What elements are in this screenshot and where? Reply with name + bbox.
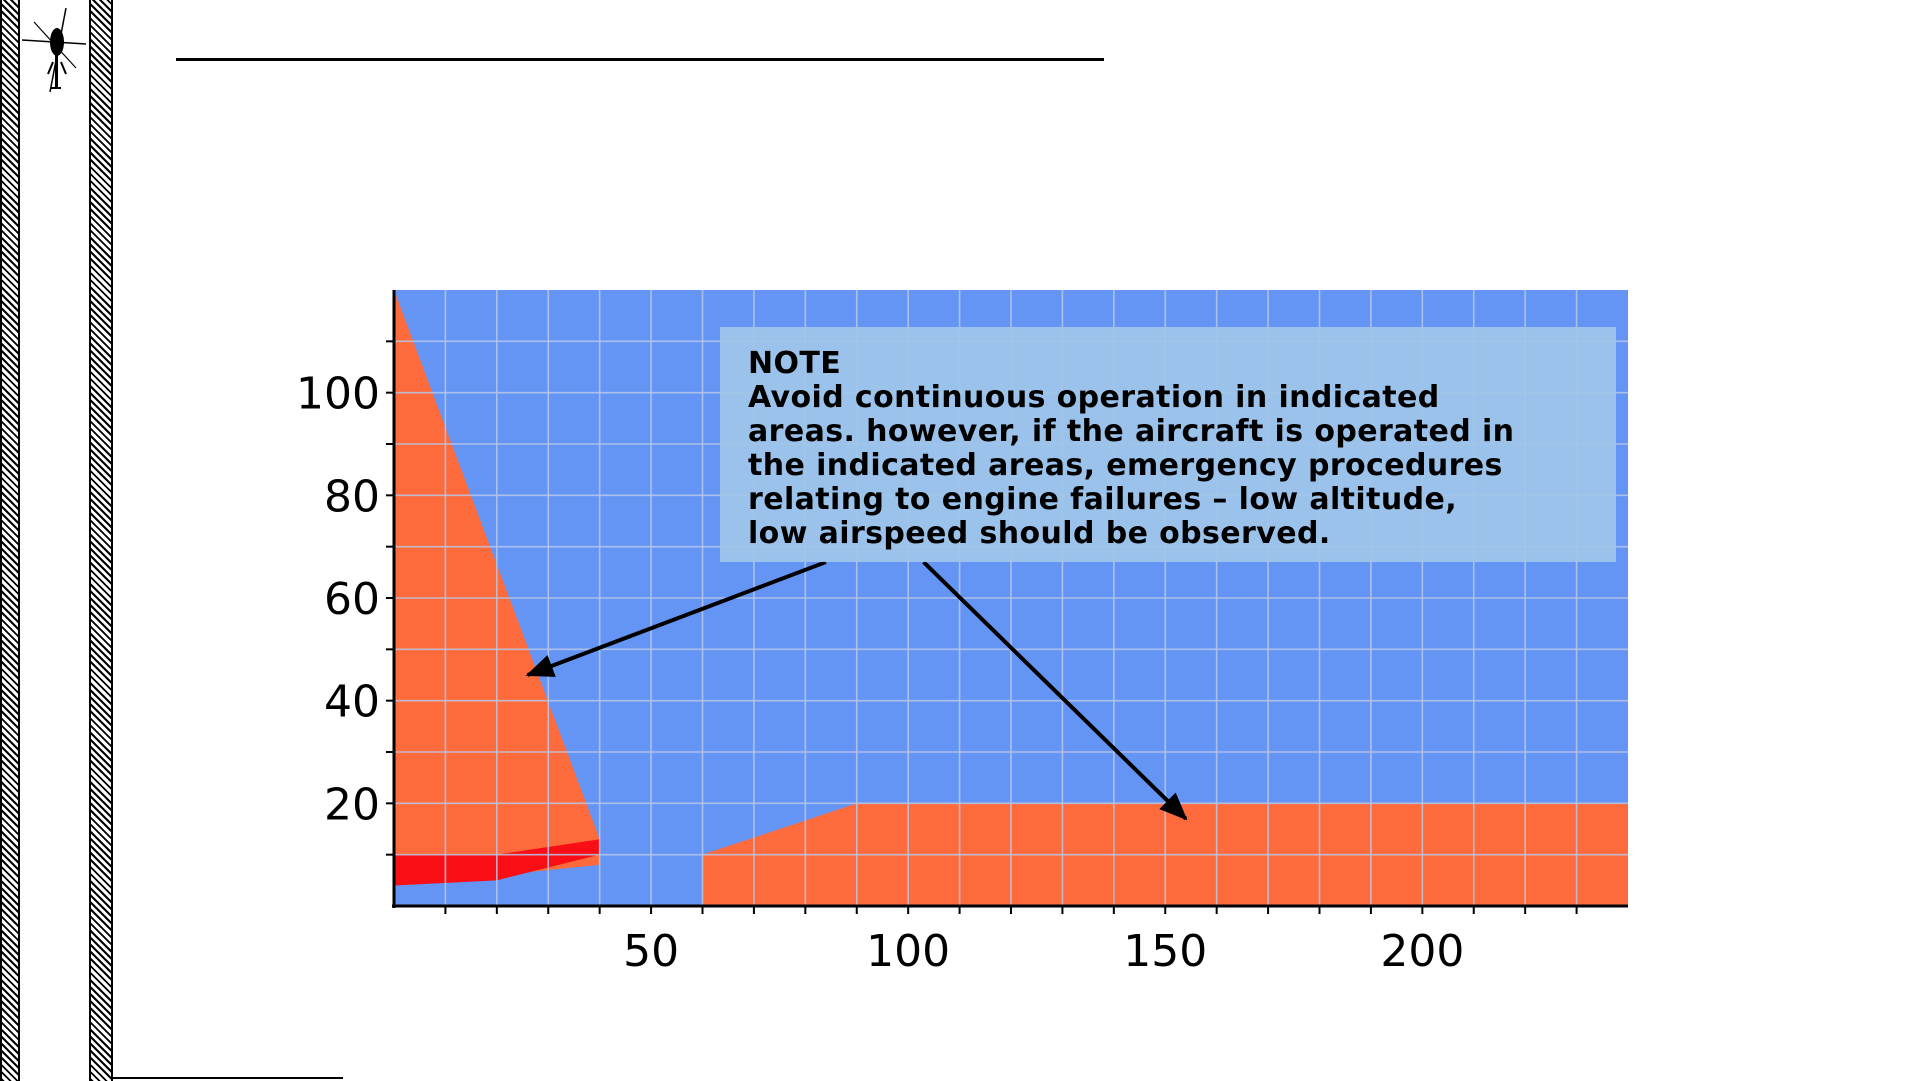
helicopter-logo-icon (21, 7, 87, 93)
x-tick-label: 50 (623, 926, 679, 977)
left-hatched-border (0, 0, 20, 1081)
x-tick-label: 200 (1380, 926, 1464, 977)
y-tick-label: 20 (324, 779, 380, 830)
y-tick-label: 60 (324, 574, 380, 625)
x-tick-label: 100 (866, 926, 950, 977)
x-tick-label: 150 (1123, 926, 1207, 977)
note-line-4: relating to engine failures – low altitu… (748, 482, 1458, 517)
y-tick-label: 100 (296, 369, 380, 420)
callout-arrow-2 (922, 560, 1188, 821)
note-line-2: areas. however, if the aircraft is opera… (748, 414, 1515, 449)
title-underline (176, 58, 1104, 61)
y-tick-label: 80 (324, 471, 380, 522)
note-line-3: the indicated areas, emergency procedure… (748, 448, 1503, 483)
callout-arrow-1 (525, 560, 827, 677)
note-line-5: low airspeed should be observed. (748, 516, 1331, 551)
right-hatched-border (89, 0, 113, 1081)
y-tick-label: 40 (324, 677, 380, 728)
note-title: NOTE (748, 346, 842, 381)
note-line-1: Avoid continuous operation in indicated (748, 380, 1440, 415)
note-callout: NOTE Avoid continuous operation in indic… (720, 327, 1616, 562)
footer-rule (113, 1077, 343, 1079)
